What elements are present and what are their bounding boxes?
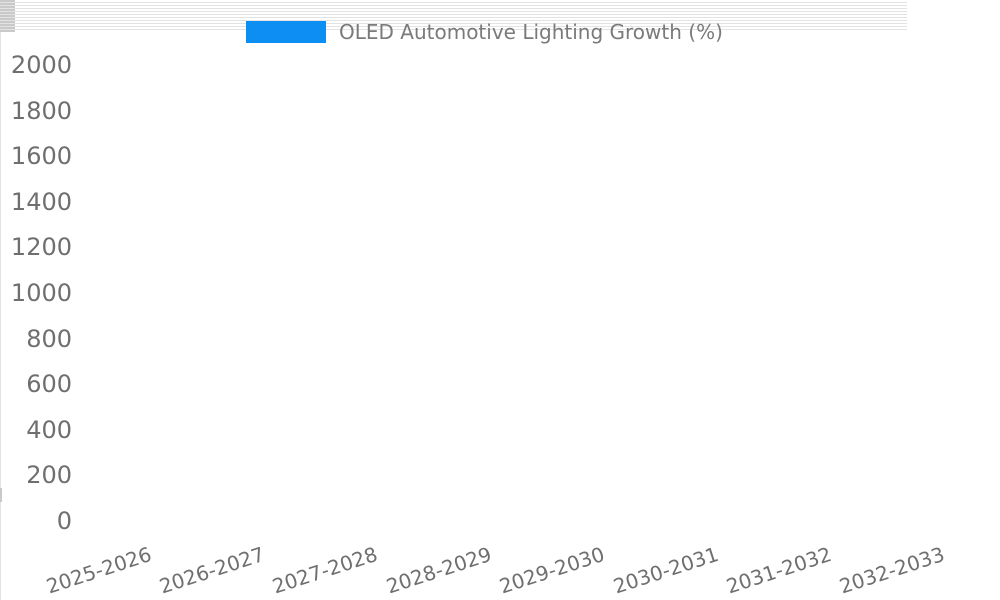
y-tick	[0, 15, 15, 17]
y-tick	[0, 30, 15, 32]
y-tick-label: 0	[56, 507, 72, 535]
y-tick	[0, 21, 15, 23]
y-tick-label: 1200	[10, 233, 72, 261]
y-tick	[0, 3, 15, 5]
x-tick-label: 2026-2027	[156, 542, 268, 599]
x-grid-line	[0, 502, 1, 600]
y-tick-label: 1400	[10, 188, 72, 216]
y-tick	[0, 18, 15, 20]
y-tick-label: 600	[26, 370, 72, 398]
legend[interactable]: OLED Automotive Lighting Growth (%)	[246, 18, 723, 46]
y-grid-line	[0, 23, 907, 24]
y-grid-line	[0, 11, 907, 12]
y-grid-line	[0, 29, 907, 30]
y-tick-label: 1000	[10, 279, 72, 307]
y-grid-line	[0, 20, 907, 21]
y-tick	[0, 9, 15, 11]
y-tick-label: 2000	[10, 51, 72, 79]
y-grid-line	[0, 14, 907, 15]
x-tick-label: 2032-2033	[836, 542, 948, 599]
y-tick-label: 200	[26, 461, 72, 489]
y-tick	[0, 27, 15, 29]
y-tick	[0, 0, 15, 2]
y-tick-label: 1800	[10, 97, 72, 125]
x-tick-label: 2025-2026	[43, 542, 155, 599]
legend-swatch-icon	[246, 21, 326, 43]
x-tick-label: 2030-2031	[610, 542, 722, 599]
y-grid-line	[0, 26, 907, 27]
y-tick-label: 800	[26, 325, 72, 353]
x-tick	[0, 488, 2, 502]
legend-label: OLED Automotive Lighting Growth (%)	[339, 20, 723, 44]
x-tick-label: 2031-2032	[723, 542, 835, 599]
x-tick-label: 2027-2028	[269, 542, 381, 599]
y-grid-line	[0, 8, 907, 9]
y-grid-line	[0, 5, 907, 6]
y-tick	[0, 24, 15, 26]
y-grid-line	[0, 17, 907, 18]
x-tick-label: 2028-2029	[383, 542, 495, 599]
y-tick-label: 1600	[10, 142, 72, 170]
y-tick	[0, 12, 15, 14]
y-tick-label: 400	[26, 416, 72, 444]
x-grid-line	[0, 32, 1, 488]
y-grid-line	[0, 2, 907, 3]
x-tick-label: 2029-2030	[496, 542, 608, 599]
y-tick	[0, 6, 15, 8]
